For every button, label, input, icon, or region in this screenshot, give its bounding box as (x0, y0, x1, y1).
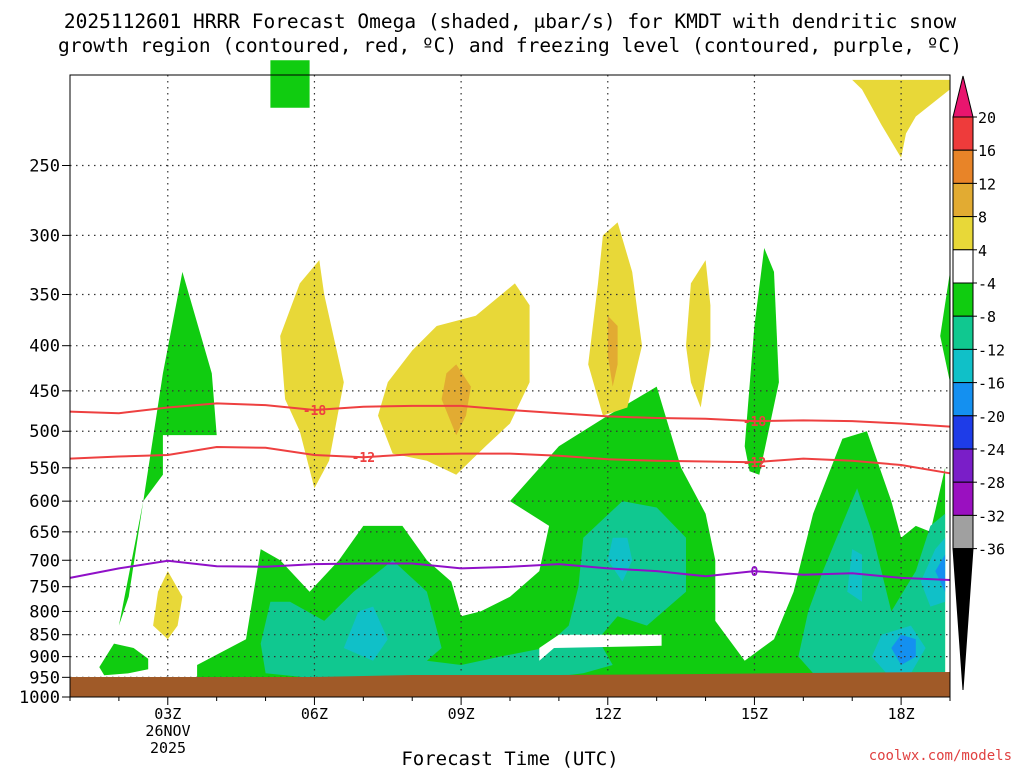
x-tick-label-09Z: 09Z (448, 705, 475, 723)
omega-region-10 (847, 549, 862, 602)
y-tick-label-400: 400 (29, 337, 60, 357)
colorbar-label--12: -12 (978, 341, 1005, 359)
omega-region-1 (270, 60, 310, 108)
dgz-contour-minus12-label-0: -12 (352, 451, 375, 466)
x-tick-label-18Z: 18Z (888, 705, 915, 723)
colorbar-label--20: -20 (978, 408, 1005, 426)
x-tick-label-15Z: 15Z (741, 705, 768, 723)
colorbar-bin--8 (952, 282, 974, 317)
date-label-month: 26NOV (145, 722, 190, 740)
colorbar-bin--28 (952, 448, 974, 483)
colorbar-label--32: -32 (978, 507, 1005, 525)
y-tick-label-750: 750 (29, 578, 60, 598)
y-tick-label-900: 900 (29, 648, 60, 668)
omega-region-20 (686, 260, 711, 408)
date-label-year: 2025 (150, 739, 186, 757)
colorbar-label--28: -28 (978, 474, 1005, 492)
colorbar-bin--16 (952, 348, 974, 384)
omega-region-4 (744, 248, 779, 475)
colorbar-top-arrow (952, 75, 974, 118)
y-tick-label-600: 600 (29, 492, 60, 512)
y-tick-label-350: 350 (29, 285, 60, 305)
omega-region-5 (940, 271, 950, 383)
x-axis-ticks: 03Z 06Z 09Z 12Z 15Z 18Z (69, 697, 951, 723)
colorbar-bin-16 (952, 116, 974, 151)
x-axis-title: Forecast Time (UTC) (401, 748, 618, 768)
y-tick-label-650: 650 (29, 523, 60, 543)
omega-region-23 (607, 315, 618, 387)
terrain-fill (70, 672, 950, 697)
colorbar-label--8: -8 (978, 308, 996, 326)
dgz-contour-minus18-label-0: -18 (303, 404, 327, 419)
y-tick-label-1000: 1000 (19, 688, 60, 708)
colorbar: 20 16 12 8 4 -4 -8 -12 -16 -20 -24 -28 -32 -36 (952, 75, 1005, 691)
colorbar-bin--36 (952, 514, 974, 550)
omega-region-21 (852, 79, 950, 158)
omega-region-19 (588, 222, 642, 416)
colorbar-label--36: -36 (978, 541, 1005, 559)
colorbar-label--16: -16 (978, 375, 1005, 393)
dgz-contour-minus12-label-1: -12 (743, 456, 766, 471)
omega-region-17 (280, 260, 344, 489)
x-tick-label-06Z: 06Z (301, 705, 328, 723)
dgz-contour-minus12-line (69, 445, 951, 475)
omega-region-8 (343, 606, 388, 661)
y-tick-label-800: 800 (29, 602, 60, 622)
y-tick-label-950: 950 (29, 668, 60, 688)
colorbar-bin--24 (952, 415, 974, 450)
chart-title-line1: 2025112601 HRRR Forecast Omega (shaded, … (64, 10, 956, 33)
omega-region-13 (891, 634, 916, 665)
y-tick-label-300: 300 (29, 226, 60, 246)
omega-region-2 (99, 643, 149, 676)
contour-lines: -18 -18 -12 -12 0 (69, 402, 951, 581)
y-axis-ticks: 2503003504004505005506006507007508008509… (19, 156, 70, 708)
omega-shading (99, 60, 950, 694)
omega-region-22 (441, 364, 471, 436)
colorbar-bin--20 (952, 382, 974, 417)
omega-region-12 (920, 537, 946, 607)
terrain-band (70, 672, 950, 697)
colorbar-label-12: 12 (978, 175, 996, 193)
x-tick-label-12Z: 12Z (594, 705, 621, 723)
colorbar-label-8: 8 (978, 209, 987, 227)
omega-region-9 (607, 537, 633, 582)
colorbar-bottom-arrow (952, 548, 974, 691)
dgz-contour-minus18-line (69, 402, 951, 428)
x-tick-label-03Z: 03Z (154, 705, 181, 723)
y-tick-label-250: 250 (29, 156, 60, 176)
chart-title-line2: growth region (contoured, red, ºC) and f… (58, 34, 962, 57)
colorbar-bin--4 (952, 249, 974, 284)
colorbar-label-20: 20 (978, 109, 996, 127)
y-tick-label-550: 550 (29, 459, 60, 479)
colorbar-bin--12 (952, 315, 974, 350)
colorbar-label-16: 16 (978, 142, 996, 160)
watermark: coolwx.com/models (869, 748, 1012, 764)
y-tick-label-500: 500 (29, 422, 60, 442)
y-tick-label-700: 700 (29, 551, 60, 571)
y-tick-label-450: 450 (29, 382, 60, 402)
colorbar-bin-4 (952, 216, 974, 251)
freezing-level-contour-label-0: 0 (751, 565, 759, 580)
omega-region-16 (153, 571, 183, 640)
colorbar-label-4: 4 (978, 242, 987, 260)
colorbar-bin-8 (952, 182, 974, 218)
omega-region-0 (118, 271, 217, 626)
freezing-level-contour-line (69, 559, 951, 581)
colorbar-label--4: -4 (978, 275, 996, 293)
dgz-contour-minus18-label-1: -18 (743, 415, 767, 430)
omega-region-15 (539, 634, 662, 661)
y-tick-label-850: 850 (29, 626, 60, 646)
colorbar-label--24: -24 (978, 441, 1005, 459)
colorbar-bin-12 (952, 149, 974, 184)
colorbar-bin--32 (952, 481, 974, 516)
omega-region-14 (935, 554, 946, 592)
